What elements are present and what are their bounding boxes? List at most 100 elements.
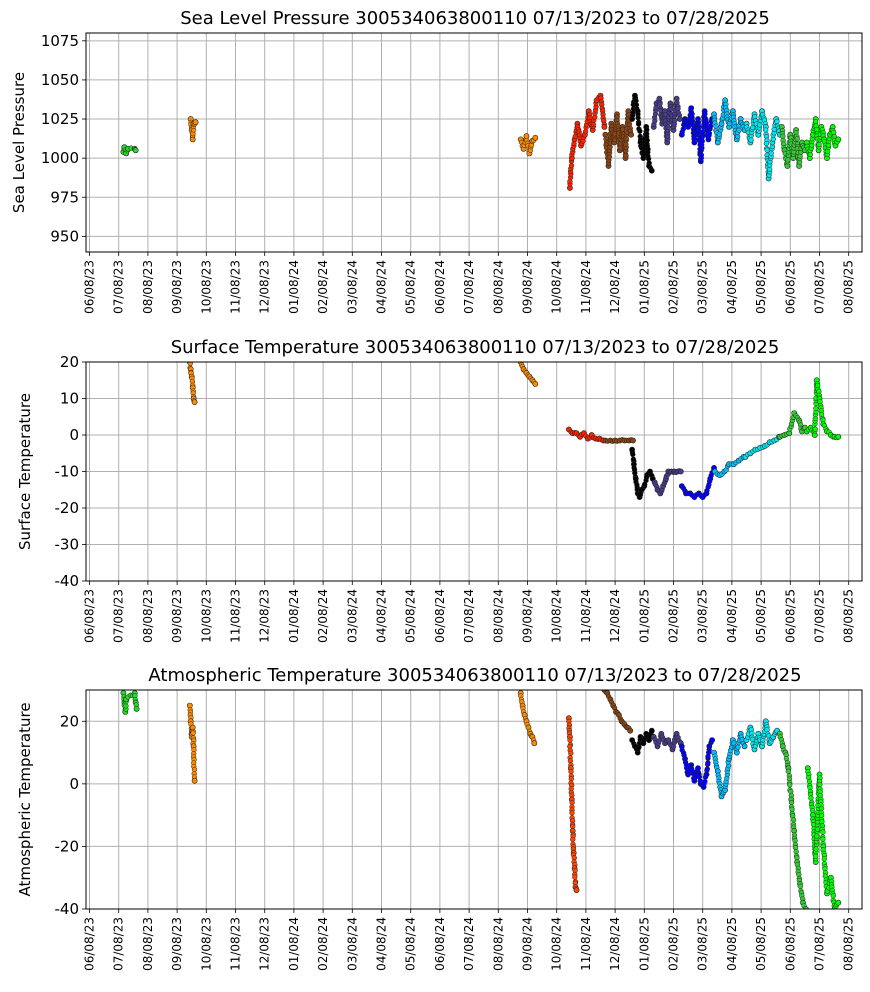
data-series [186,702,198,784]
x-tick-label: 02/08/25 [667,260,681,314]
data-point [785,768,791,774]
data-series [777,730,809,909]
data-point [793,849,799,855]
y-tick-label: 1075 [41,32,79,50]
x-tick-label: 05/08/24 [404,917,418,971]
x-tick-label: 08/08/24 [491,589,505,643]
sea-level-pressure-panel: 06/08/23 07/08/23 08/08/23 09/08/23 10/08/23… [10,8,863,314]
x-tick-label: 12/08/24 [608,589,622,643]
x-tick-label: 08/08/24 [491,917,505,971]
x-tick-label: 02/08/24 [316,917,330,971]
data-series [777,410,808,440]
data-point [627,727,634,734]
data-series [712,453,747,478]
x-tick-label: 04/08/25 [725,260,739,314]
x-tick-label: 07/08/24 [462,589,476,643]
data-series [187,116,199,143]
data-point [812,426,818,432]
data-point [830,893,836,899]
x-tick-label: 08/08/24 [491,260,505,314]
x-tick-label: 05/08/25 [754,917,768,971]
data-point [568,768,574,775]
x-tick-label: 07/08/25 [813,917,827,971]
x-tick-label: 11/08/24 [579,260,593,314]
x-tick-label: 06/08/23 [83,260,97,314]
data-point [803,906,809,909]
data-point [768,150,774,156]
x-tick-label: 07/08/23 [112,260,126,314]
x-tick-label: 12/08/24 [608,917,622,971]
x-tick-label: 06/08/25 [783,260,797,314]
data-series [711,97,748,146]
y-axis-label: Surface Temperature [16,393,34,550]
chart-title: Atmospheric Temperature 300534063800110 … [148,665,801,686]
data-point [532,134,539,141]
data-point [748,137,754,143]
data-point [785,157,791,163]
data-series [742,433,782,460]
x-tick-label: 05/08/25 [754,589,768,643]
data-series [678,105,715,165]
data-point [630,451,636,458]
x-tick-label: 07/08/25 [813,260,827,314]
x-tick-label: 11/08/23 [229,917,243,971]
data-series [567,92,608,191]
data-point [191,777,198,784]
x-tick-label: 08/08/25 [842,260,856,314]
data-point [191,399,198,405]
y-tick-label: -20 [55,499,80,517]
data-layer [186,362,842,500]
data-series [678,464,717,500]
data-point [741,743,748,750]
data-point [808,795,814,801]
data-series [120,144,139,157]
x-tick-label: 10/08/24 [550,589,564,643]
x-tick-label: 01/08/25 [637,917,651,971]
data-point [635,121,642,127]
x-tick-label: 11/08/24 [579,917,593,971]
y-tick-label: -10 [55,463,80,481]
data-series [566,715,580,894]
data-series [566,426,607,444]
data-point [623,153,629,159]
data-series [517,133,539,157]
data-point [820,829,826,835]
surface-temperature-panel: 06/08/23 07/08/23 08/08/23 09/08/23 10/08/23… [16,337,863,643]
x-tick-label: 02/08/24 [316,260,330,314]
x-tick-label: 03/08/25 [696,917,710,971]
atmospheric-temperature-panel: 06/08/23 07/08/23 08/08/23 09/08/23 10/08/23… [16,665,863,971]
x-tick-label: 01/08/24 [287,260,301,314]
x-tick-label: 07/08/24 [462,917,476,971]
axes-frame [85,689,863,910]
data-series [517,690,538,747]
y-tick-label: 1000 [41,149,79,167]
x-tick-label: 05/08/24 [404,260,418,314]
x-tick-label: 04/08/24 [375,260,389,314]
y-tick-label: -20 [55,837,80,855]
x-tick-label: 09/08/24 [521,260,535,314]
x-tick-label: 01/08/25 [637,260,651,314]
data-point [704,766,710,772]
x-tick-label: 03/08/25 [696,260,710,314]
data-layer [120,690,842,909]
x-tick-label: 08/08/25 [842,589,856,643]
x-tick-label: 10/08/23 [199,917,213,971]
axes-frame [85,361,863,582]
data-point [735,744,741,750]
data-point [814,826,821,832]
x-tick-label: 02/08/25 [667,917,681,971]
data-point [764,147,770,153]
data-point [665,124,671,130]
data-series [601,690,634,734]
data-layer [120,92,842,191]
data-point [637,128,643,134]
x-tick-label: 09/08/24 [521,589,535,643]
x-tick-label: 07/08/25 [813,589,827,643]
y-tick-label: 0 [69,775,79,793]
data-point [569,810,575,816]
data-point [707,123,714,129]
data-point [132,147,139,154]
x-tick-label: 09/08/23 [170,917,184,971]
data-point [572,874,578,880]
